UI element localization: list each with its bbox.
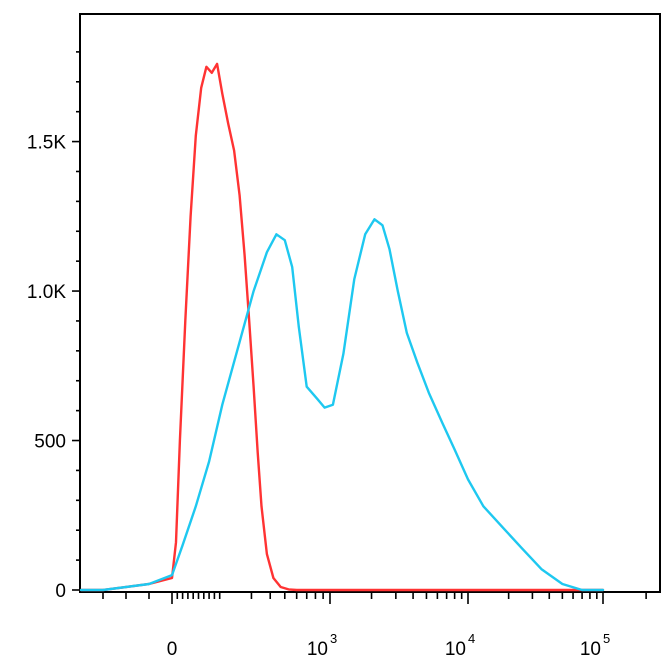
x-tick-label-3: 105 — [580, 631, 610, 660]
x-axis-ticks: 0 103 104 105 — [102, 592, 647, 660]
plot-frame — [79, 13, 661, 593]
y-tick-label-1: 500 — [34, 432, 66, 453]
y-tick-label-2: 1.0K — [27, 282, 66, 303]
x-tick-label-0: 0 — [167, 639, 178, 660]
series-layer — [79, 62, 605, 592]
y-tick-label-3: 1.5K — [27, 133, 66, 154]
y-axis-ticks: 0 500 1.0K 1.5K — [27, 51, 80, 602]
x-tick-label-2: 104 — [445, 631, 475, 660]
y-tick-label-0: 0 — [55, 581, 66, 602]
x-tick-label-1: 103 — [307, 631, 337, 660]
series-line-1 — [79, 218, 605, 592]
series-line-0 — [79, 62, 605, 592]
